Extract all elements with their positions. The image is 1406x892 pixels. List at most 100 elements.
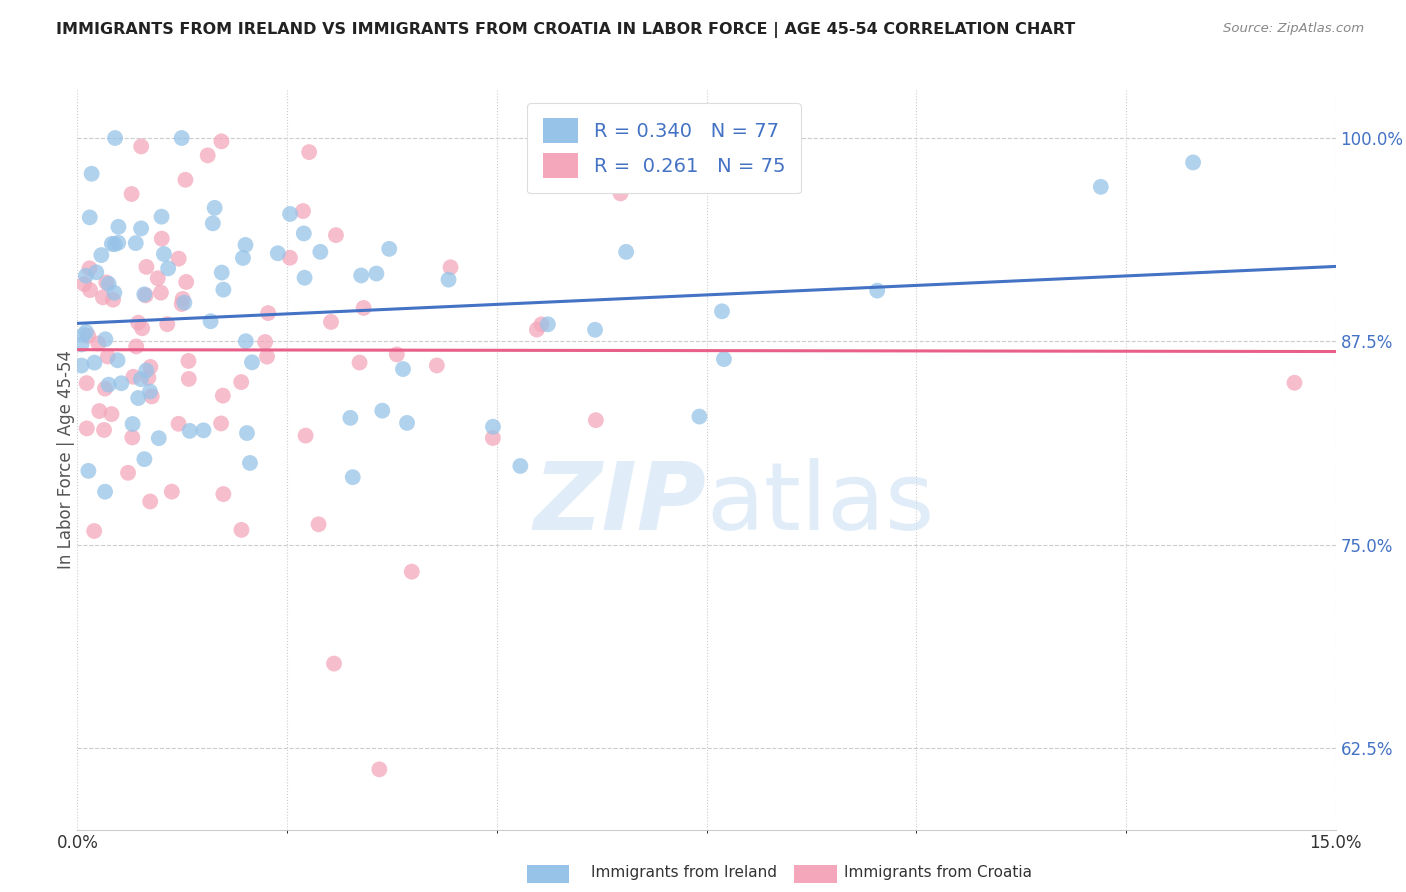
Point — [174, 275, 197, 289]
Legend: R = 0.340   N = 77, R =  0.261   N = 75: R = 0.340 N = 77, R = 0.261 N = 75 — [527, 103, 800, 194]
Point — [170, 297, 193, 311]
Point — [83, 356, 105, 370]
Point — [141, 389, 163, 403]
Point — [170, 131, 193, 145]
Point — [148, 431, 170, 445]
Point — [129, 139, 152, 153]
Point — [177, 354, 200, 368]
Point — [713, 352, 735, 367]
Point — [107, 219, 129, 234]
Point — [866, 284, 889, 298]
Point — [96, 276, 118, 290]
Point — [292, 227, 315, 241]
Point — [75, 325, 97, 339]
Point — [167, 417, 190, 431]
Point — [97, 350, 120, 364]
Point — [325, 228, 347, 243]
Point — [298, 145, 321, 160]
Point — [135, 288, 157, 302]
Point — [177, 372, 200, 386]
Point — [104, 131, 127, 145]
Point — [135, 363, 157, 377]
Point — [73, 327, 96, 342]
Point — [278, 207, 301, 221]
Point — [94, 484, 117, 499]
Text: Source: ZipAtlas.com: Source: ZipAtlas.com — [1223, 22, 1364, 36]
Point — [73, 277, 96, 291]
Point — [193, 423, 215, 437]
Point — [211, 389, 233, 403]
Point — [157, 261, 180, 276]
Point — [212, 283, 235, 297]
Point — [1182, 155, 1205, 169]
Point — [710, 304, 733, 318]
Point — [292, 204, 315, 219]
Point — [609, 186, 631, 201]
Point — [209, 134, 232, 148]
Point — [125, 236, 148, 251]
Point — [125, 339, 148, 353]
Point — [179, 424, 201, 438]
Point — [83, 524, 105, 538]
Point — [339, 410, 361, 425]
Point — [87, 336, 110, 351]
Point — [762, 131, 785, 145]
Point — [75, 268, 97, 283]
Point — [530, 318, 553, 332]
Point — [1284, 376, 1306, 390]
Point — [156, 317, 179, 331]
Point — [1090, 179, 1112, 194]
Point — [76, 421, 98, 435]
Point — [439, 260, 461, 275]
Point — [121, 417, 143, 431]
Point — [437, 272, 460, 286]
Point — [103, 285, 125, 300]
Point — [537, 318, 560, 332]
Point — [101, 236, 124, 251]
Point — [323, 657, 346, 671]
Text: IMMIGRANTS FROM IRELAND VS IMMIGRANTS FROM CROATIA IN LABOR FORCE | AGE 45-54 CO: IMMIGRANTS FROM IRELAND VS IMMIGRANTS FR… — [56, 22, 1076, 38]
Point — [89, 404, 111, 418]
Point — [278, 251, 301, 265]
Point — [267, 246, 290, 260]
Point — [201, 216, 224, 230]
Point — [134, 287, 156, 301]
Point — [139, 359, 162, 374]
Text: Immigrants from Croatia: Immigrants from Croatia — [844, 865, 1032, 880]
Point — [129, 221, 152, 235]
Point — [426, 359, 449, 373]
Point — [134, 452, 156, 467]
Point — [526, 323, 548, 337]
Point — [385, 347, 408, 361]
Point — [93, 423, 115, 437]
Point — [146, 271, 169, 285]
Point — [135, 260, 157, 274]
Point — [353, 301, 375, 315]
Point — [79, 261, 101, 276]
Point — [585, 413, 607, 427]
Point — [319, 315, 342, 329]
Point — [232, 251, 254, 265]
Point — [583, 323, 606, 337]
Point — [309, 244, 332, 259]
Point — [84, 265, 107, 279]
Point — [129, 372, 152, 386]
Point — [174, 173, 197, 187]
Point — [131, 321, 153, 335]
Point — [127, 391, 149, 405]
Point — [70, 337, 93, 351]
Point — [150, 210, 173, 224]
Point — [97, 277, 120, 291]
Point — [294, 270, 316, 285]
Point — [688, 409, 710, 424]
Point — [254, 334, 277, 349]
Point — [392, 362, 415, 376]
Y-axis label: In Labor Force | Age 45-54: In Labor Force | Age 45-54 — [58, 350, 75, 569]
Text: ZIP: ZIP — [534, 458, 707, 549]
Point — [110, 376, 132, 391]
Point — [240, 355, 263, 369]
Point — [401, 565, 423, 579]
Point — [482, 419, 505, 434]
Point — [211, 266, 233, 280]
Point — [97, 377, 120, 392]
